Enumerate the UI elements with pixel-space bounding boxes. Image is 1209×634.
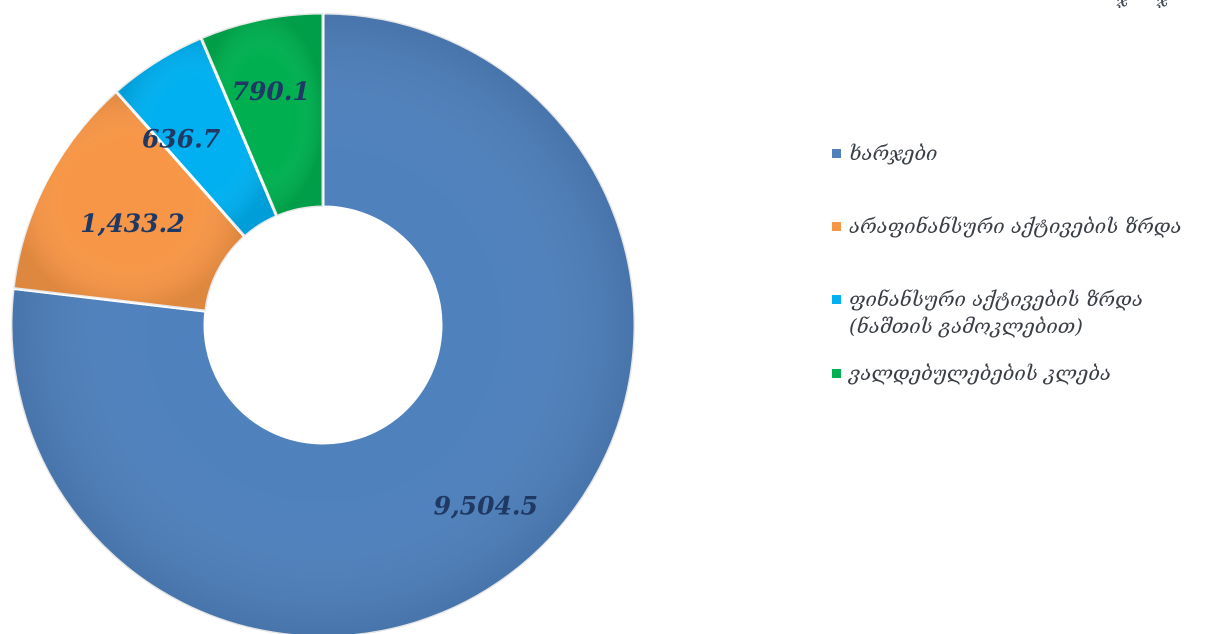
donut-slices (9, 11, 637, 634)
corner-text: ჯ (1156, 0, 1168, 8)
data-label: 1,433.2 (80, 209, 184, 238)
legend-item: არაფინანსური აქტივების ზრდა (832, 213, 1204, 240)
data-label: 790.1 (232, 77, 310, 106)
legend-swatch (832, 222, 841, 231)
corner-text-fragment: ჯ ჯ (1098, 0, 1209, 8)
corner-text: ჯ (1116, 0, 1128, 8)
data-label: 636.7 (142, 124, 221, 153)
donut-slice-shade (201, 13, 323, 217)
donut-slice-shade (13, 91, 245, 312)
data-label: 9,504.5 (434, 492, 538, 521)
legend-label: ფინანსური აქტივების ზრდა (ნაშთის გამოკლე… (849, 287, 1143, 338)
legend-item: ფინანსური აქტივების ზრდა (ნაშთის გამოკლე… (832, 286, 1204, 340)
legend-item: ხარჯები (832, 140, 1204, 167)
legend-label: ვალდებულებების კლება (849, 361, 1111, 385)
legend-swatch (832, 149, 841, 158)
legend-label: არაფინანსური აქტივების ზრდა (849, 214, 1182, 238)
legend-label: ხარჯები (849, 141, 938, 165)
legend-swatch (832, 369, 841, 378)
chart-legend: ხარჯები არაფინანსური აქტივების ზრდა ფინა… (832, 140, 1204, 387)
legend-item: ვალდებულებების კლება (832, 360, 1204, 387)
donut-hole (206, 208, 440, 442)
donut-slice-shade (11, 13, 635, 634)
legend-swatch (832, 295, 841, 304)
donut-slice-shade (116, 37, 277, 237)
data-labels: 9,504.5 1,433.2 636.7 790.1 (80, 77, 538, 520)
